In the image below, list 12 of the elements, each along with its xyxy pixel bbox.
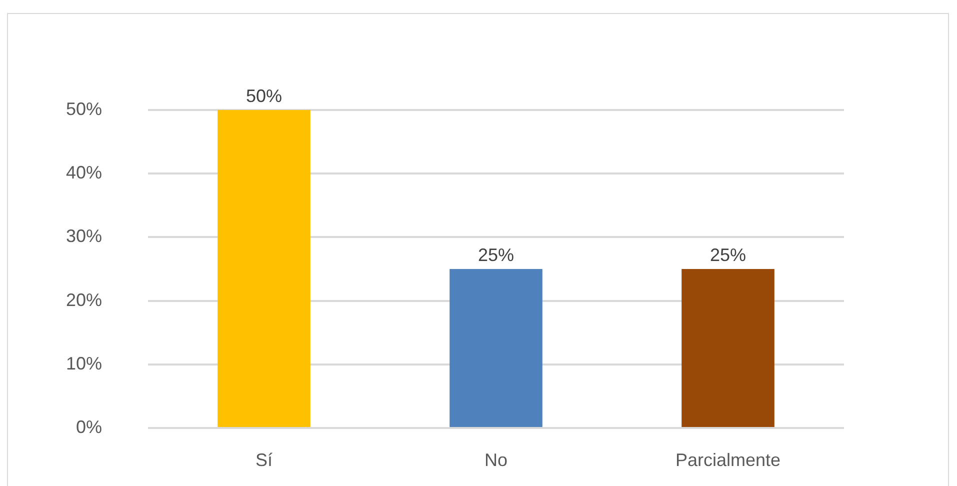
y-tick-label: 40% [66, 162, 102, 183]
x-tick-label: No [484, 450, 508, 470]
data-label: 25% [478, 244, 514, 265]
y-tick-label: 0% [76, 416, 102, 437]
data-label: 50% [246, 86, 282, 106]
y-tick-label: 10% [66, 353, 102, 374]
x-tick-label: Sí [255, 450, 273, 470]
y-tick-label: 30% [66, 226, 102, 246]
y-tick-label: 20% [66, 290, 102, 310]
x-tick-label: Parcialmente [675, 450, 781, 470]
data-label: 25% [710, 244, 746, 265]
y-tick-label: 50% [66, 98, 102, 119]
